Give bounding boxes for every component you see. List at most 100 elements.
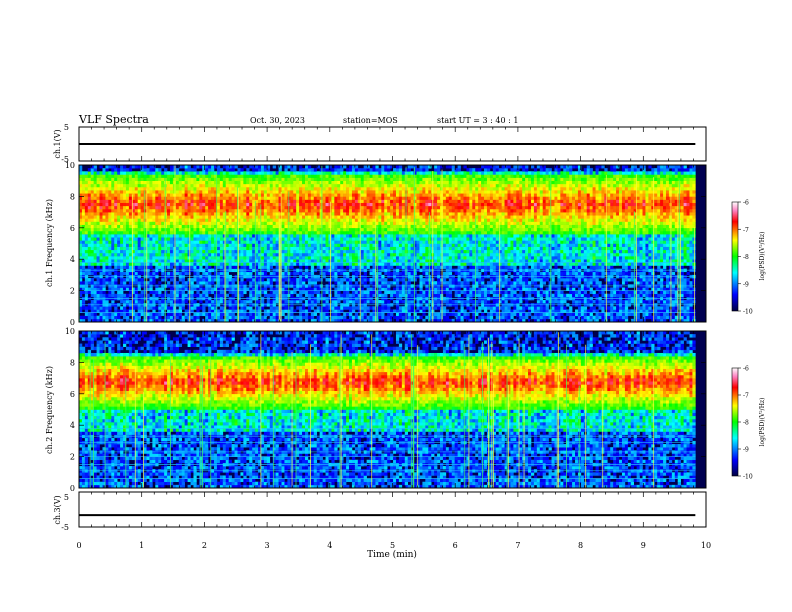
- spectrogram-cell: [108, 171, 112, 175]
- spectrogram-cell: [269, 252, 274, 257]
- spectrogram-cell: [319, 196, 323, 200]
- spectrogram-cell: [196, 221, 200, 225]
- spectrogram-cell: [79, 190, 83, 194]
- spectrogram-cell: [252, 240, 256, 244]
- spectrogram-cell: [363, 256, 367, 260]
- spectrogram-cell: [290, 168, 294, 172]
- spectrogram-cell: [337, 215, 341, 219]
- spectrogram-cell: [325, 202, 329, 207]
- spectrogram-cell: [240, 293, 244, 298]
- spectrogram-cell: [375, 196, 379, 200]
- spectrogram-cell: [343, 183, 347, 188]
- spectrogram-cell: [269, 293, 274, 298]
- spectrogram-cell: [384, 240, 388, 244]
- spectrogram-cell: [93, 300, 97, 304]
- spectrogram-cell: [161, 312, 165, 317]
- spectrogram-cell: [152, 315, 156, 320]
- spectrogram-cell: [140, 212, 144, 216]
- spectrogram-cell: [114, 193, 118, 197]
- spectrogram-cell: [102, 287, 106, 291]
- spectrogram-cell: [134, 249, 138, 254]
- spectrogram-cell: [231, 186, 235, 191]
- spectrogram-cell: [299, 309, 303, 313]
- spectrogram-cell: [114, 168, 118, 172]
- spectrogram-cell: [87, 168, 92, 172]
- spectrogram-cell: [369, 259, 373, 263]
- spectrogram-cell: [216, 165, 221, 169]
- spectrogram-cell: [240, 237, 244, 241]
- spectrogram-cell: [316, 190, 320, 194]
- spectrogram-cell: [222, 237, 227, 241]
- spectrogram-cell: [387, 315, 391, 320]
- spectrogram-cell: [363, 259, 367, 263]
- spectrogram-cell: [369, 227, 373, 232]
- spectrogram-cell: [258, 262, 262, 266]
- spectrogram-cell: [337, 249, 341, 254]
- spectrogram-cell: [196, 287, 200, 291]
- spectrogram-cell: [263, 190, 268, 194]
- spectrogram-cell: [243, 287, 247, 291]
- spectrogram-cell: [146, 281, 150, 285]
- spectrogram-cell: [202, 234, 206, 238]
- spectrogram-cell: [263, 186, 268, 191]
- spectrogram-cell: [369, 171, 373, 175]
- spectrogram-cell: [134, 218, 138, 222]
- spectrogram-cell: [307, 234, 312, 238]
- spectrogram-cell: [363, 318, 367, 323]
- spectrogram-cell: [296, 246, 300, 251]
- spectrogram-cell: [181, 256, 185, 260]
- spectrogram-cell: [351, 252, 356, 257]
- spectrogram-cell: [351, 234, 356, 238]
- spectrogram-cell: [375, 212, 379, 216]
- spectrogram-cell: [266, 312, 271, 317]
- spectrogram-cell: [357, 199, 362, 203]
- spectrogram-cell: [169, 224, 174, 229]
- spectrogram-cell: [231, 230, 235, 235]
- spectrogram-cell: [149, 193, 153, 197]
- spectrogram-cell: [193, 212, 197, 216]
- spectrogram-cell: [231, 180, 235, 185]
- spectrogram-cell: [111, 246, 115, 251]
- spectrogram-cell: [351, 202, 356, 207]
- spectrogram-cell: [169, 215, 174, 219]
- spectrogram-cell: [252, 221, 256, 225]
- spectrogram-cell: [354, 290, 359, 295]
- spectrogram-cell: [281, 218, 285, 222]
- spectrogram-cell: [167, 315, 171, 320]
- spectrogram-cell: [84, 237, 89, 241]
- spectrogram-cell: [120, 183, 124, 188]
- spectrogram-cell: [340, 271, 344, 276]
- spectrogram-cell: [111, 190, 115, 194]
- spectrogram-cell: [134, 318, 138, 323]
- spectrogram-cell: [158, 249, 162, 254]
- spectrogram-cell: [366, 265, 370, 269]
- spectrogram-cell: [196, 180, 200, 185]
- spectrogram-cell: [246, 199, 250, 203]
- spectrogram-cell: [249, 183, 253, 188]
- spectrogram-cell: [158, 300, 162, 304]
- spectrogram-cell: [343, 293, 347, 298]
- spectrogram-cell: [313, 190, 318, 194]
- spectrogram-cell: [158, 186, 162, 191]
- spectrogram-cell: [205, 168, 209, 172]
- spectrogram-cell: [325, 180, 329, 185]
- spectrogram-cell: [310, 230, 315, 235]
- spectrogram-cell: [349, 293, 353, 298]
- spectrogram-cell: [302, 174, 306, 178]
- spectrogram-cell: [79, 240, 83, 244]
- spectrogram-cell: [360, 215, 364, 219]
- spectrogram-cell: [372, 224, 376, 229]
- spectrogram-cell: [258, 230, 262, 235]
- spectrogram-cell: [214, 243, 218, 247]
- spectrogram-cell: [255, 174, 259, 178]
- spectrogram-cell: [331, 318, 335, 323]
- spectrogram-cell: [93, 230, 97, 235]
- spectrogram-cell: [90, 256, 94, 260]
- spectrogram-cell: [363, 252, 367, 257]
- spectrogram-cell: [337, 183, 341, 188]
- spectrogram-cell: [349, 202, 353, 207]
- spectrogram-cell: [384, 243, 388, 247]
- spectrogram-cell: [252, 293, 256, 298]
- spectrogram-cell: [193, 190, 197, 194]
- spectrogram-cell: [337, 171, 341, 175]
